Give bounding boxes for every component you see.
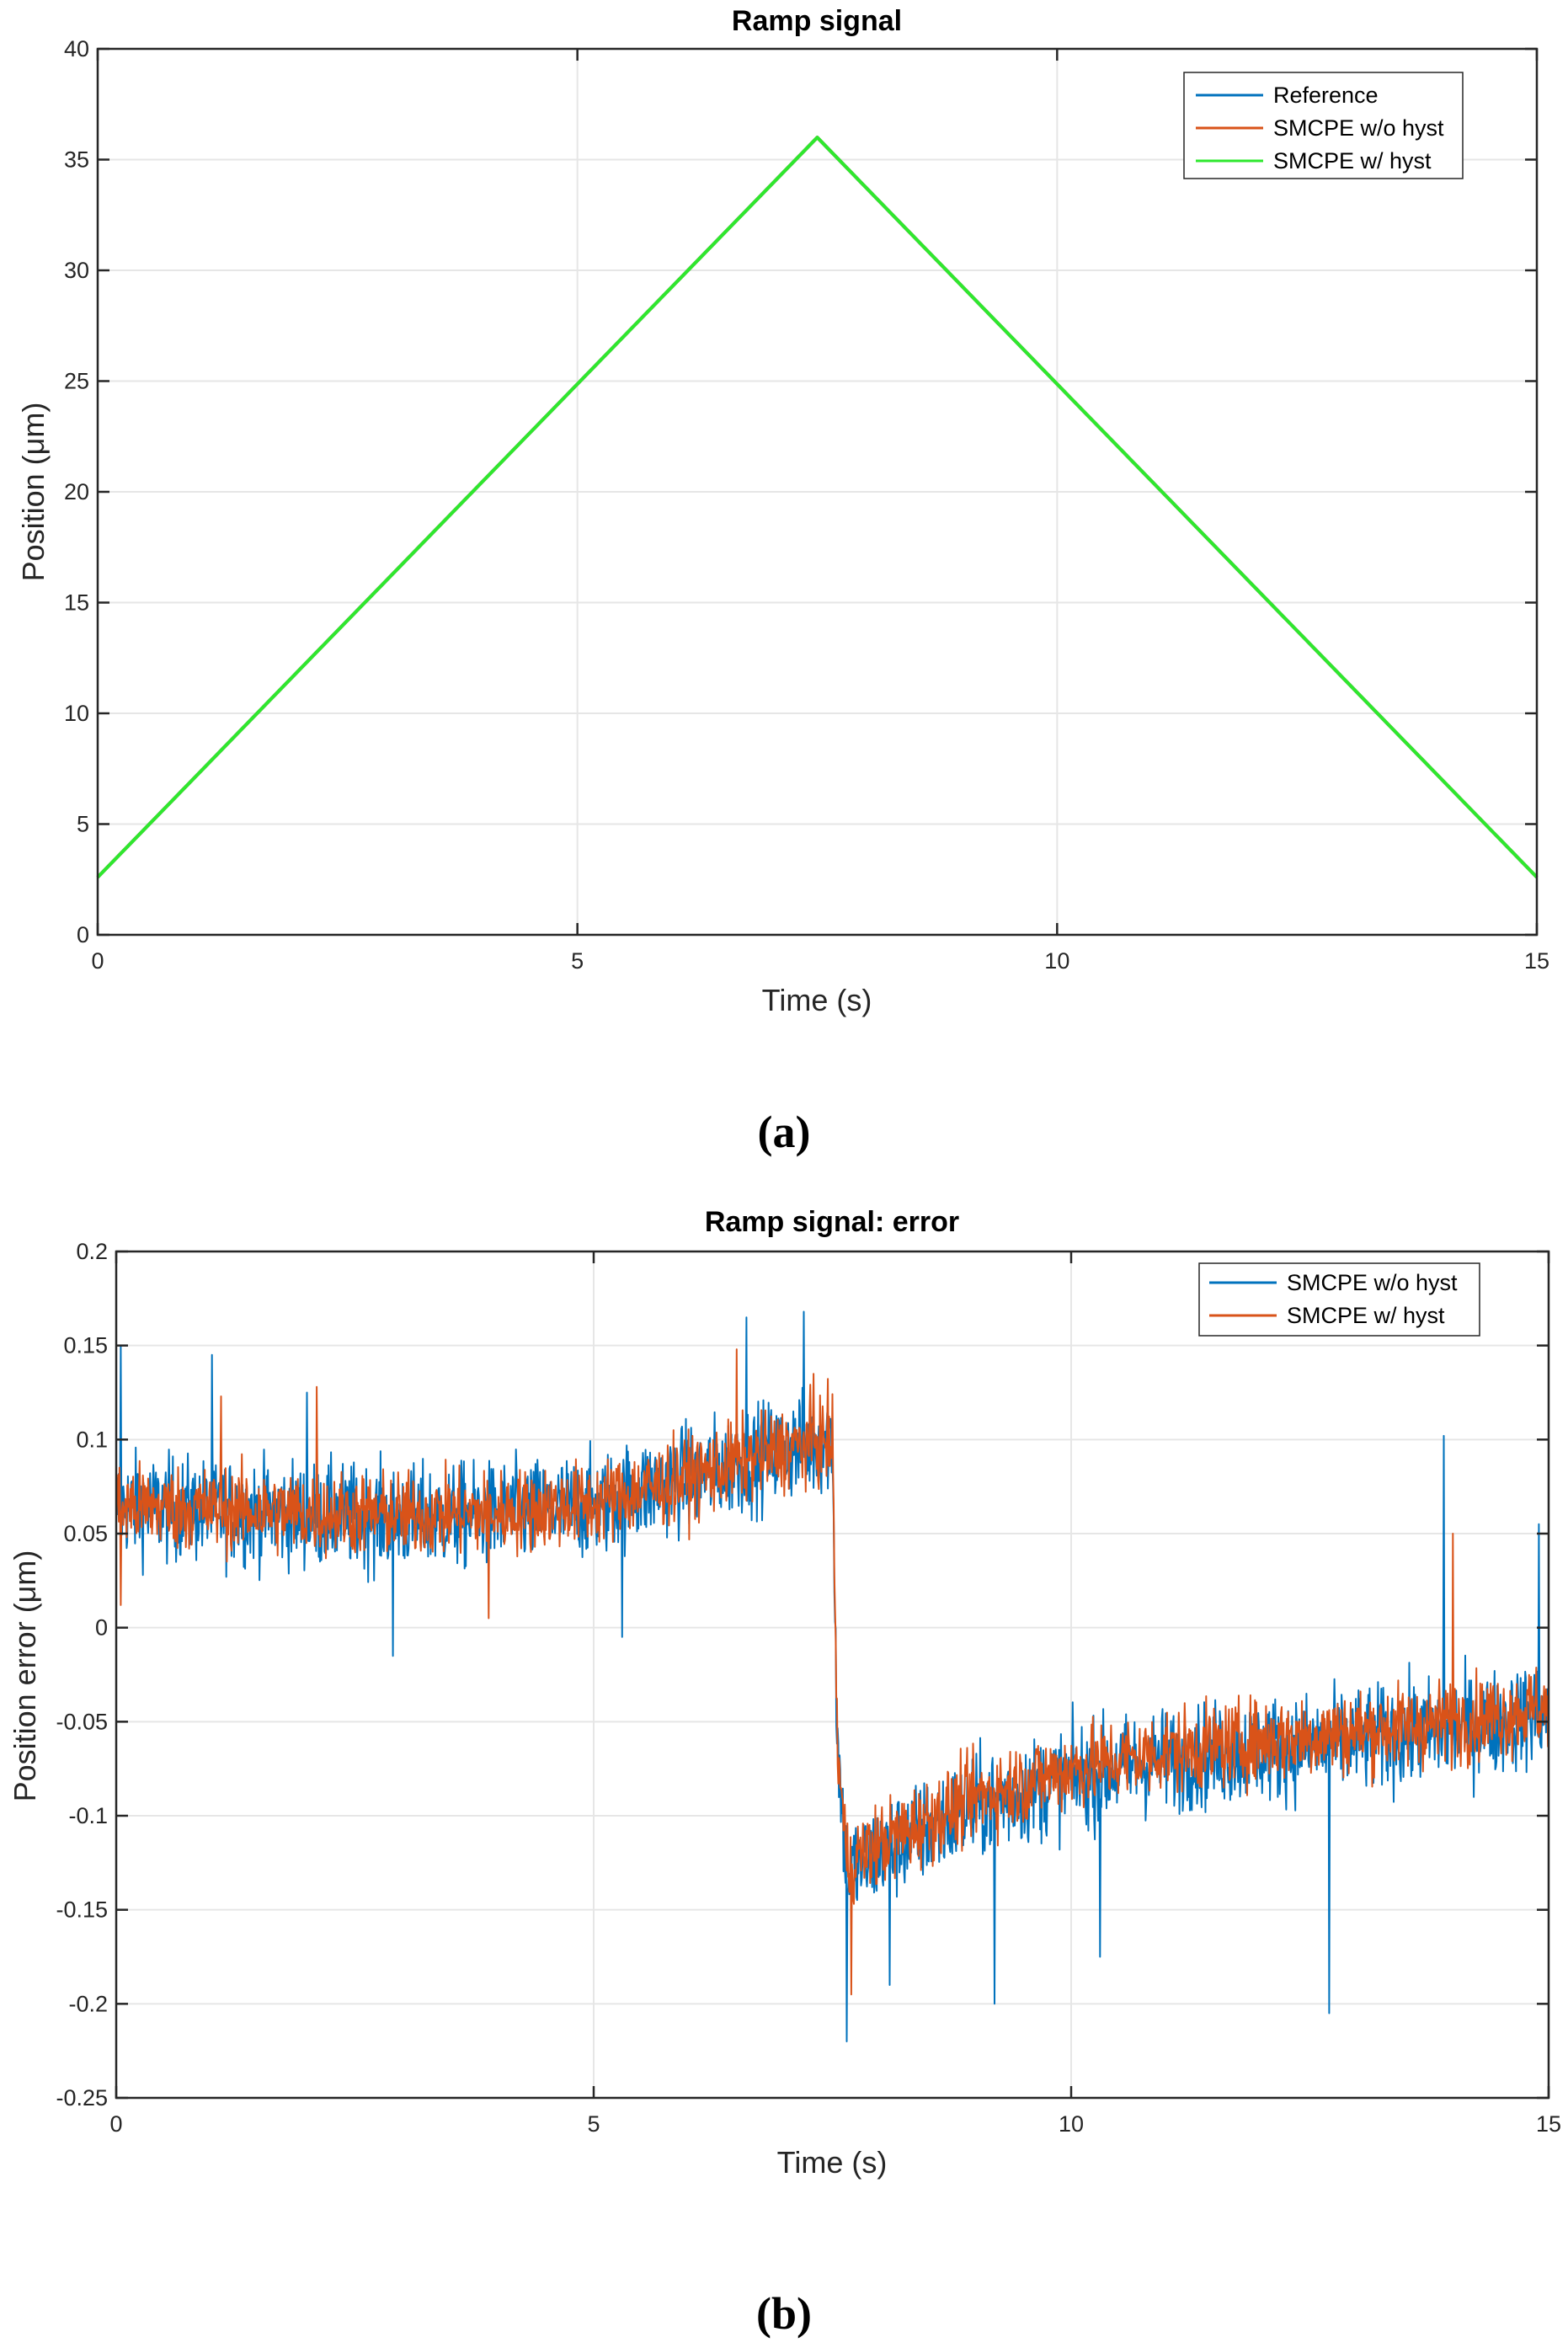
chart-b: 0 5 10 15 -0.25 -0.2 -0.15 -0.1 -0.05 0 0.05 0.1 0.1… xyxy=(8,1206,1561,2339)
chart-b-legend-box xyxy=(1198,1262,1480,1337)
a-xtick-label: 0 xyxy=(91,948,104,974)
chart-b-axes-box xyxy=(115,1250,1550,2100)
b-ytick-label: 0 xyxy=(95,1615,108,1641)
chart-a-ylabel: Position (μm) xyxy=(16,403,51,582)
chart-a-series xyxy=(96,136,1539,878)
chart-a-grid xyxy=(97,48,1538,936)
chart-a-ticks: 0 5 10 15 0 5 10 15 20 25 30 35 40 xyxy=(64,36,1549,974)
a-ytick-label: 5 xyxy=(77,812,89,837)
b-ytick-label: -0.25 xyxy=(56,2085,108,2111)
b-ytick-label: 0.05 xyxy=(63,1521,108,1546)
a-ytick-label: 0 xyxy=(77,922,89,947)
chart-b-caption: (b) xyxy=(756,2288,812,2339)
a-ytick-label: 30 xyxy=(64,258,89,283)
chart-a-legend-label-smcpe-wo-hyst: SMCPE w/o hyst xyxy=(1273,115,1444,141)
b-xtick-label: 10 xyxy=(1059,2111,1084,2137)
a-ytick-label: 20 xyxy=(64,479,89,504)
a-ytick-label: 10 xyxy=(64,701,89,726)
a-ytick-label: 40 xyxy=(64,36,89,61)
b-ytick-label: -0.2 xyxy=(68,1991,108,2016)
chart-a: 0 5 10 15 0 5 10 15 20 25 30 35 40 Ramp signal Time … xyxy=(16,5,1549,1157)
chart-a-title: Ramp signal xyxy=(732,5,902,37)
a-ytick-label: 35 xyxy=(64,147,89,173)
a-ytick-label: 25 xyxy=(64,369,89,394)
a-xtick-label: 5 xyxy=(571,948,584,974)
chart-b-plot-background xyxy=(116,1251,1549,2098)
chart-a-caption: (a) xyxy=(758,1107,811,1157)
chart-a-legend: Reference SMCPE w/o hyst SMCPE w/ hyst xyxy=(1183,72,1464,179)
chart-b-title: Ramp signal: error xyxy=(705,1206,959,1238)
chart-a-legend-label-smcpe-w-hyst: SMCPE w/ hyst xyxy=(1273,148,1432,173)
chart-b-legend: SMCPE w/o hyst SMCPE w/ hyst xyxy=(1198,1262,1480,1337)
chart-b-legend-label-smcpe-w-hyst: SMCPE w/ hyst xyxy=(1287,1303,1445,1328)
b-xtick-label: 5 xyxy=(587,2111,600,2137)
chart-a-xlabel: Time (s) xyxy=(762,983,872,1017)
chart-b-ticks: 0 5 10 15 -0.25 -0.2 -0.15 -0.1 -0.05 0 0.05 0.1 0.1… xyxy=(56,1239,1561,2137)
a-ytick-label: 15 xyxy=(64,590,89,616)
b-ytick-label: -0.15 xyxy=(56,1897,108,1923)
chart-b-legend-label-smcpe-wo-hyst: SMCPE w/o hyst xyxy=(1287,1270,1458,1295)
b-ytick-label: -0.1 xyxy=(68,1803,108,1828)
b-ytick-label: -0.05 xyxy=(56,1709,108,1734)
chart-b-xlabel: Time (s) xyxy=(777,2145,888,2180)
b-xtick-label: 15 xyxy=(1536,2111,1561,2137)
b-series-line-smcpe-w-hyst xyxy=(115,1348,1549,1996)
chart-b-series xyxy=(115,1310,1549,2042)
a-series-line-smcpe-w-hyst xyxy=(96,136,1539,878)
chart-b-ylabel: Position error (μm) xyxy=(8,1550,42,1802)
a-xtick-label: 15 xyxy=(1524,948,1549,974)
a-xtick-label: 10 xyxy=(1044,948,1069,974)
b-ytick-label: 0.15 xyxy=(63,1333,108,1358)
b-ytick-label: 0.2 xyxy=(76,1239,108,1264)
chart-a-legend-label-reference: Reference xyxy=(1273,83,1379,108)
b-ytick-label: 0.1 xyxy=(76,1427,108,1452)
b-xtick-label: 0 xyxy=(109,2111,122,2137)
